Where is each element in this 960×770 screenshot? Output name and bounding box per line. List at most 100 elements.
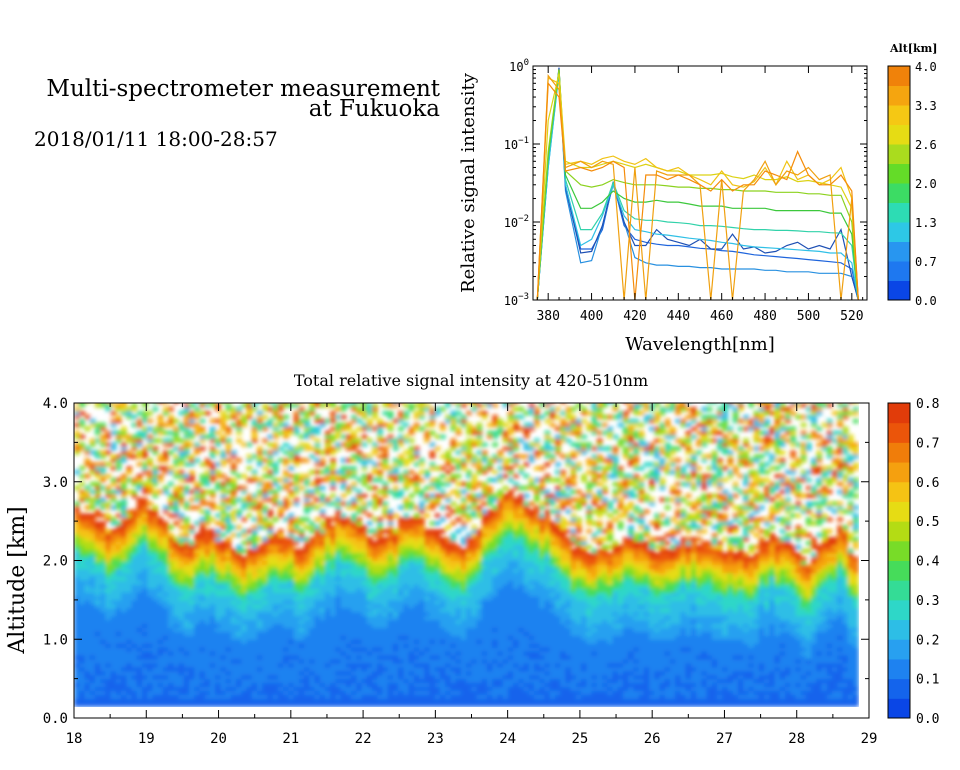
heatmap-cell (110, 690, 117, 695)
heatmap-cell (345, 690, 352, 695)
heatmap-cell (110, 611, 117, 617)
heatmap-cell (74, 655, 80, 660)
heatmap-cell (136, 454, 143, 459)
heatmap-cell (335, 521, 342, 526)
heatmap-cell (460, 686, 467, 692)
heatmap-cell (330, 603, 337, 609)
heatmap-cell (204, 690, 211, 695)
heatmap-cell (89, 615, 96, 621)
heatmap-cell (241, 662, 248, 668)
heatmap-cell (209, 477, 216, 483)
heatmap-cell (189, 473, 195, 479)
heatmap-cell (351, 615, 357, 621)
heatmap-cell (105, 548, 112, 554)
heatmap-cell (178, 501, 185, 506)
heatmap-cell (251, 623, 258, 629)
heatmap-cell (162, 658, 169, 664)
heatmap-cell (434, 592, 441, 597)
heatmap-cell (162, 556, 169, 562)
heatmap-cell (178, 485, 185, 491)
heatmap-cell (89, 584, 96, 589)
heatmap-cell (330, 678, 337, 684)
heatmap-cell (335, 517, 342, 522)
heatmap-cell (110, 458, 117, 463)
heatmap-cell (351, 647, 357, 652)
heatmap-cell (424, 485, 431, 491)
heatmap-cell (272, 603, 279, 609)
heatmap-cell (277, 678, 284, 684)
heatmap-cell (84, 588, 91, 593)
heatmap-cell (204, 576, 211, 581)
heatmap-cell (142, 509, 148, 514)
heatmap-cell (324, 497, 331, 503)
heatmap-cell (403, 477, 410, 483)
heatmap-cell (162, 678, 169, 684)
heatmap-cell (288, 552, 295, 558)
heatmap-cell (403, 611, 410, 617)
heatmap-cell (356, 619, 363, 625)
heatmap-cell (89, 450, 96, 455)
heatmap-cell (439, 592, 446, 597)
heatmap-cell (89, 442, 96, 447)
heatmap-cell (345, 517, 352, 522)
heatmap-cell (131, 678, 138, 684)
heatmap-cell (455, 690, 462, 695)
heatmap-cell (293, 556, 300, 562)
heatmap-cell (189, 442, 195, 447)
heatmap-cell (110, 540, 117, 546)
heatmap-cell (257, 690, 263, 695)
heatmap-cell (251, 666, 258, 672)
heatmap-cell (236, 564, 242, 569)
heatmap-cell (345, 501, 352, 506)
heatmap-cell (74, 446, 80, 451)
heatmap-cell (115, 619, 122, 625)
heatmap-cell (272, 552, 279, 558)
heatmap-cell (89, 607, 96, 613)
heatmap-cell (361, 458, 368, 463)
heatmap-cell (277, 611, 284, 617)
heatmap-cell (424, 568, 431, 573)
heatmap-cell (445, 418, 452, 424)
heatmap-cell (189, 469, 195, 475)
heatmap-cell (225, 458, 232, 463)
heatmap-cell (126, 647, 133, 652)
heatmap-cell (89, 466, 96, 471)
heatmap-cell (100, 584, 106, 589)
heatmap-cell (319, 532, 326, 538)
heatmap-cell (330, 532, 337, 538)
heatmap-cell (288, 540, 295, 546)
heatmap-cell (377, 556, 384, 562)
heatmap-cell (230, 560, 237, 566)
heatmap-cell (330, 615, 337, 621)
heatmap-cell (183, 631, 190, 636)
heatmap-cell (434, 611, 441, 617)
heatmap-cell (74, 469, 80, 475)
heatmap-cell (293, 588, 300, 593)
heatmap-cell (147, 607, 154, 613)
heatmap-cell (257, 651, 263, 656)
heatmap-cell (455, 682, 462, 688)
heatmap-cell (209, 576, 216, 581)
heatmap-cell (272, 414, 279, 420)
heatmap-cell (324, 702, 331, 707)
heatmap-cell (319, 493, 326, 499)
heatmap-cell (74, 588, 80, 593)
heatmap-cell (173, 670, 180, 676)
heatmap-cell (439, 434, 446, 440)
heatmap-cell (283, 631, 289, 636)
heatmap-cell (142, 595, 148, 601)
heatmap-cell (408, 647, 415, 652)
heatmap-cell (162, 592, 169, 597)
heatmap-cell (115, 627, 122, 632)
heatmap-cell (439, 560, 446, 566)
heatmap-cell (419, 548, 425, 554)
heatmap-cell (105, 635, 112, 640)
heatmap-cell (372, 406, 378, 412)
heatmap-cell (183, 505, 190, 510)
heatmap-cell (136, 548, 143, 554)
heatmap-cell (241, 588, 248, 593)
heatmap-cell (293, 666, 300, 672)
heatmap-cell (94, 678, 101, 684)
heatmap-cell (277, 414, 284, 420)
heatmap-cell (387, 517, 394, 522)
